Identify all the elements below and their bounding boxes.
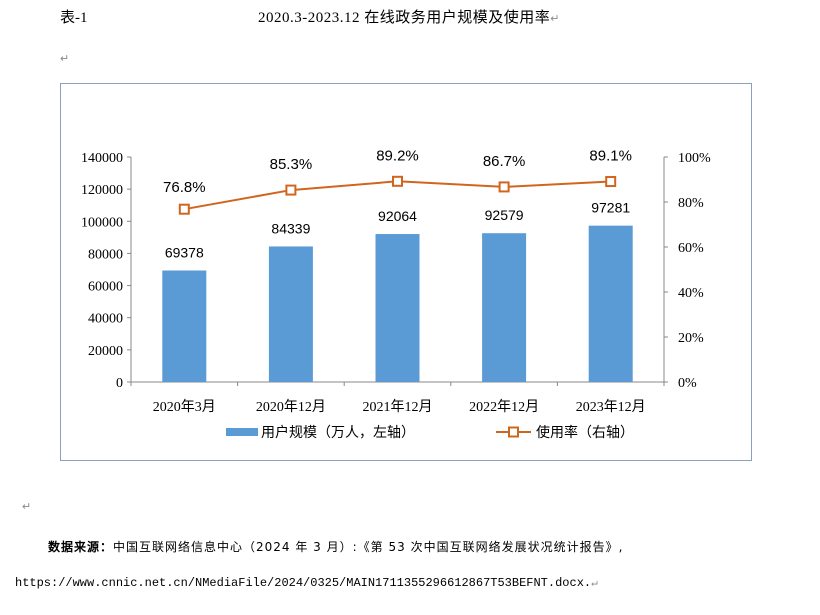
bar-value-label: 92579 [485,207,524,223]
bar [162,270,207,382]
legend-line-marker [508,426,519,438]
bar-value-label: 92064 [378,208,417,224]
x-tick-label: 2021年12月 [363,399,433,415]
table-label: 表-1 [60,10,88,26]
paragraph-mark: ↵ [591,578,598,590]
legend-bar-swatch [226,428,258,436]
legend-bar-label: 用户规模（万人，左轴） [261,424,415,441]
source-url: https://www.cnnic.net.cn/NMediaFile/2024… [15,576,598,590]
x-tick-label: 2020年12月 [256,399,326,415]
x-tick-label: 2022年12月 [469,399,539,415]
bar [482,233,527,382]
bar-value-label: 84339 [271,220,310,236]
paragraph-mark: ↵ [22,501,32,513]
bar [268,246,313,382]
right-tick-label: 0% [678,376,697,391]
bar-value-label: 97281 [591,200,630,216]
x-tick-label: 2020年3月 [153,399,216,415]
line-marker [498,181,510,193]
right-tick-label: 60% [678,241,704,256]
paragraph-mark: ↵ [550,13,560,25]
left-tick-label: 100000 [81,215,123,230]
line-value-label: 85.3% [270,156,313,173]
line-marker [392,175,403,187]
bar-value-label: 69378 [165,244,204,260]
chart-title-text: 2020.3-2023.12 在线政务用户规模及使用率 [258,10,551,26]
line-marker [178,203,190,215]
left-tick-label: 140000 [81,151,123,166]
chart-title: 2020.3-2023.12 在线政务用户规模及使用率↵ [258,6,560,27]
left-tick-label: 20000 [88,344,123,359]
left-tick-label: 40000 [88,312,123,327]
line-value-label: 86.7% [483,153,526,170]
legend-line-label: 使用率（右轴） [536,424,634,441]
line-value-label: 89.2% [376,147,419,164]
line-marker [285,184,297,196]
source-label: 数据来源： [48,540,114,554]
right-tick-label: 20% [678,331,704,346]
right-tick-label: 80% [678,196,704,211]
chart-svg: 0 20000 40000 60000 80000 100000 120000 140000 0… [81,147,711,441]
source-text: 中国互联网络信息中心（2024 年 3 月）:《第 53 次中国互联网络发展状况… [113,540,624,554]
left-tick-label: 60000 [88,280,123,295]
bar [375,234,420,382]
chart-frame: 0 20000 40000 60000 80000 100000 120000 140000 0… [60,83,752,461]
line-value-label: 89.1% [589,148,632,165]
x-tick-label: 2023年12月 [576,399,646,415]
left-tick-label: 0 [116,376,123,391]
bar [588,225,633,382]
source-note: 数据来源：中国互联网络信息中心（2024 年 3 月）:《第 53 次中国互联网… [48,538,623,555]
left-tick-label: 80000 [88,247,123,262]
left-tick-label: 120000 [81,183,123,198]
source-url-text: https://www.cnnic.net.cn/NMediaFile/2024… [15,576,592,590]
paragraph-mark: ↵ [60,53,70,65]
line-marker [605,176,617,188]
right-tick-label: 100% [678,151,711,166]
right-tick-label: 40% [678,286,704,301]
line-value-label: 76.8% [163,179,206,196]
